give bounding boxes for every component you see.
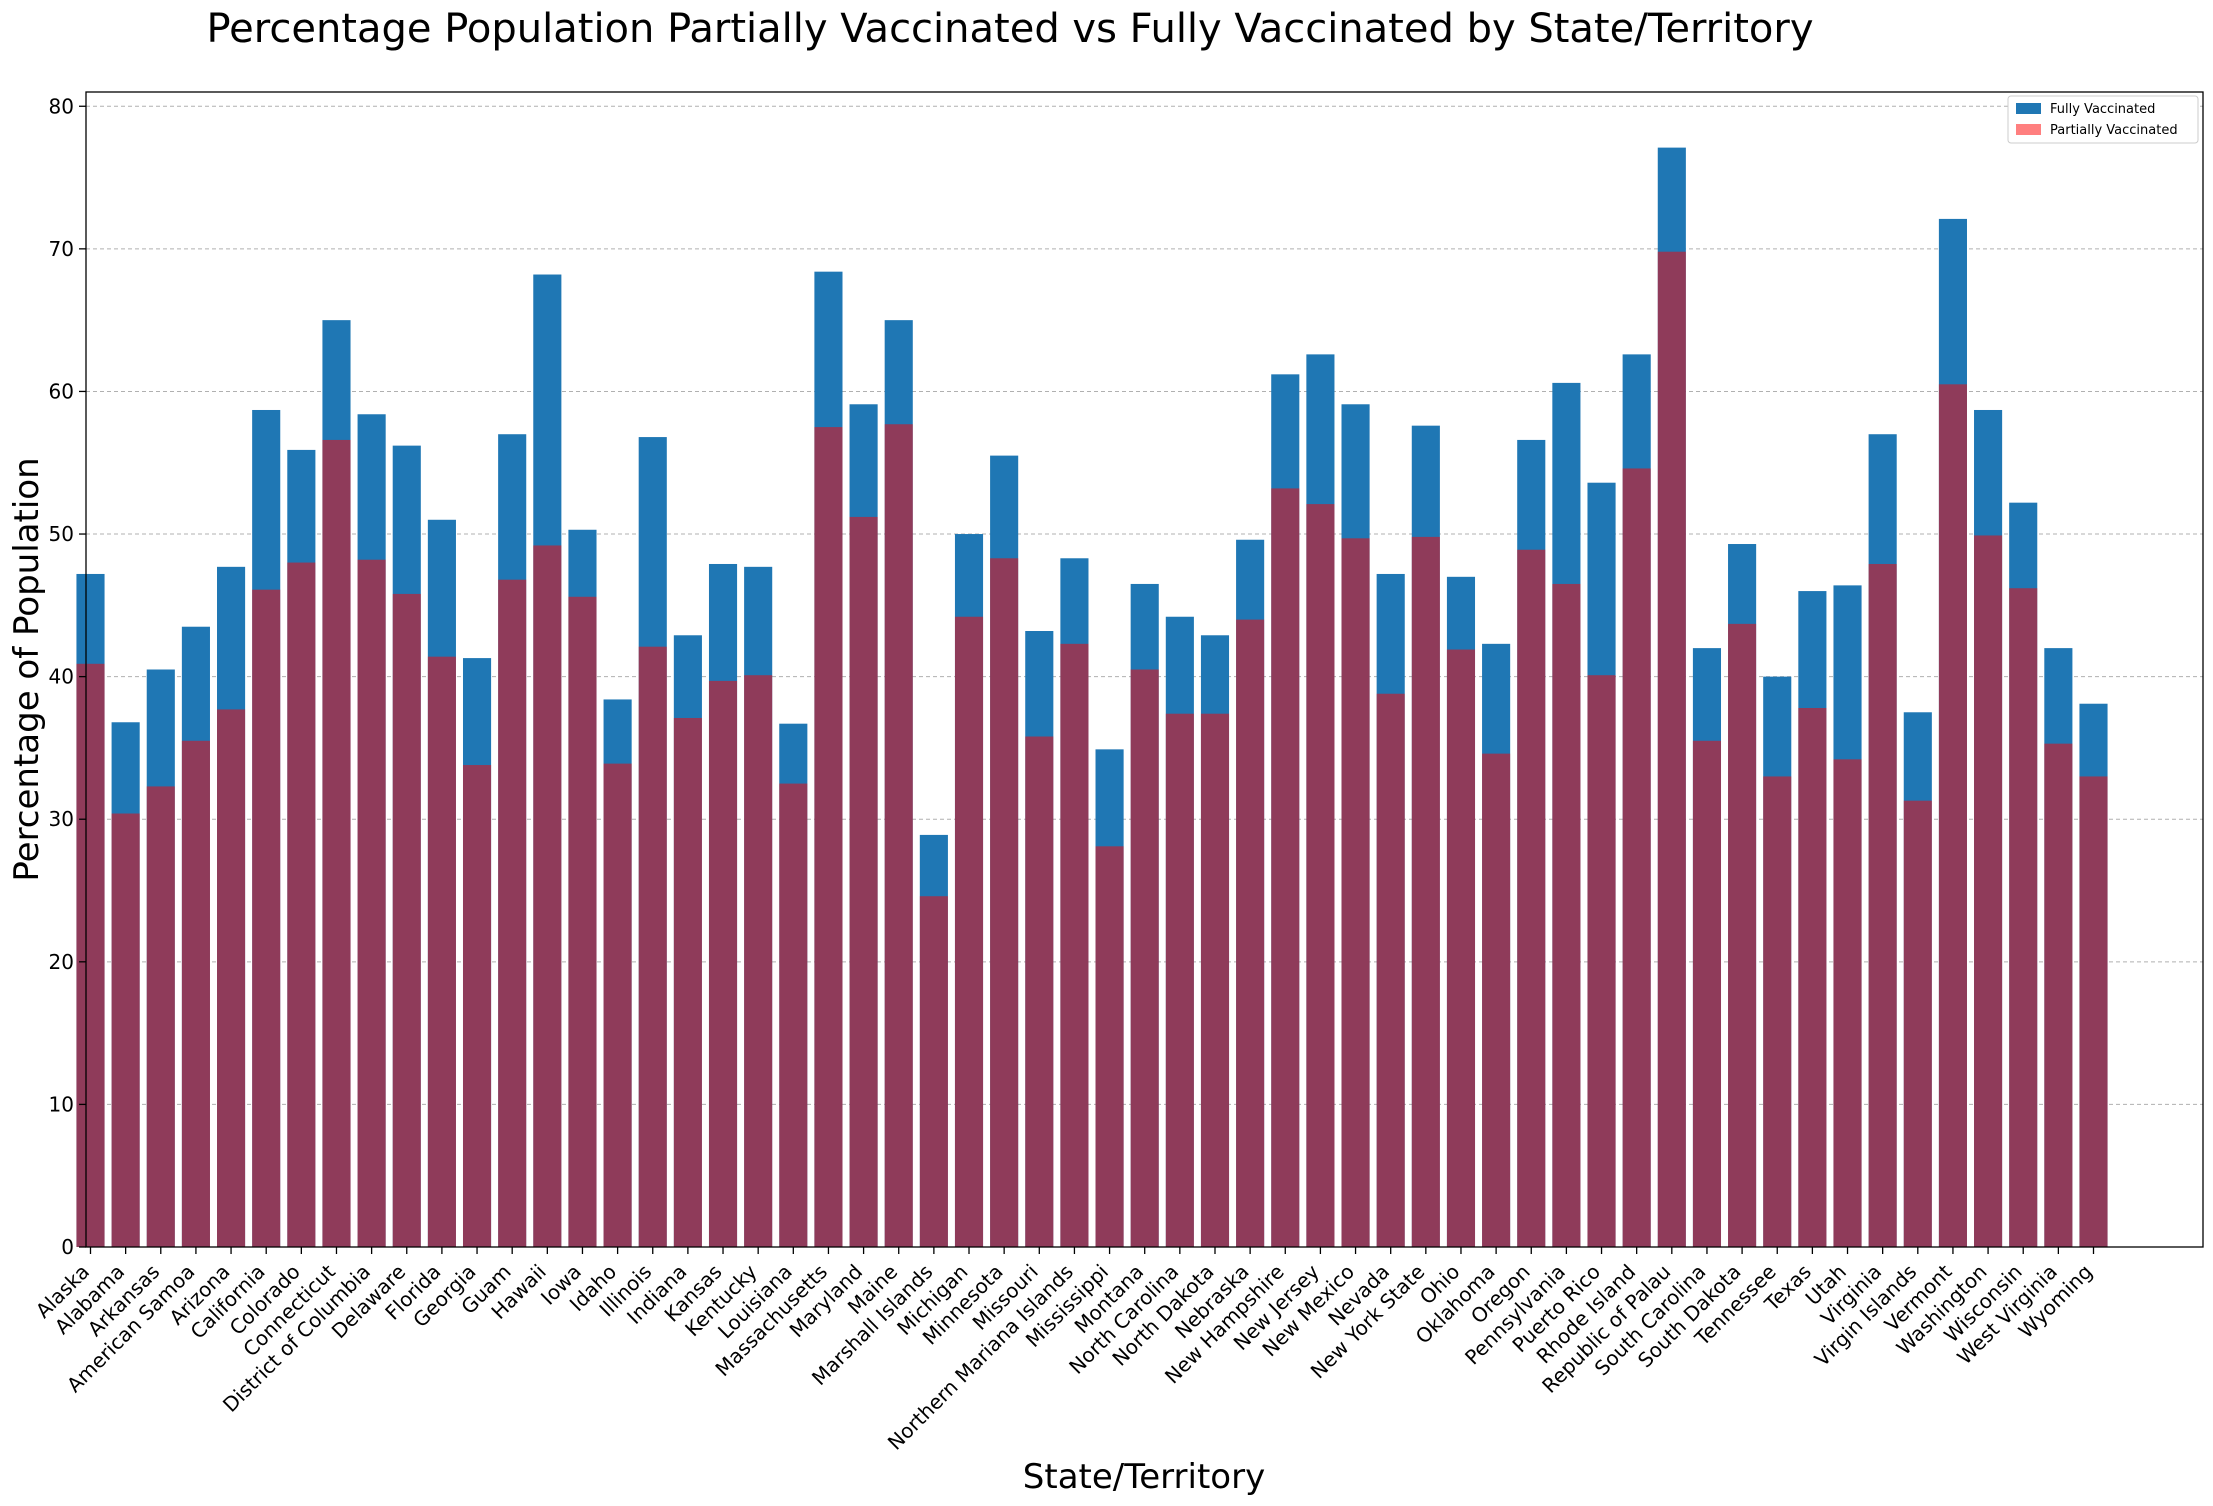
bar-partially-vaccinated (744, 675, 773, 1247)
bar-partially-vaccinated (1833, 759, 1862, 1247)
bar-partially-vaccinated (1376, 693, 1405, 1247)
bar-partially-vaccinated (1236, 619, 1265, 1247)
bar-partially-vaccinated (111, 813, 140, 1247)
bar-partially-vaccinated (1587, 675, 1616, 1247)
bar-partially-vaccinated (1868, 563, 1897, 1247)
y-tick-label: 70 (49, 237, 74, 261)
y-tick-label: 20 (49, 950, 74, 974)
bar-partially-vaccinated (392, 593, 421, 1247)
bar-partially-vaccinated (1763, 776, 1792, 1247)
y-axis-ticks: 0 10 20 30 40 50 60 70 80 (49, 94, 86, 1259)
bar-partially-vaccinated (1903, 800, 1932, 1247)
bar-partially-vaccinated (814, 427, 843, 1247)
bar-partially-vaccinated (1130, 669, 1159, 1247)
bar-partially-vaccinated (1200, 713, 1230, 1247)
y-tick-label: 40 (49, 665, 74, 689)
bar-partially-vaccinated (673, 717, 702, 1247)
y-tick-label: 50 (49, 522, 74, 546)
bar-partially-vaccinated (76, 663, 105, 1247)
bar-partially-vaccinated (708, 680, 738, 1247)
bar-partially-vaccinated (954, 616, 984, 1247)
y-tick-label: 30 (49, 807, 74, 831)
bar-partially-vaccinated (1552, 583, 1581, 1247)
bar-partially-vaccinated (462, 765, 492, 1247)
bar-partially-vaccinated (1025, 736, 1054, 1247)
bar-partially-vaccinated (1517, 549, 1546, 1247)
bar-partially-vaccinated (1798, 708, 1827, 1247)
bar-partially-vaccinated (919, 896, 948, 1247)
bar-partially-vaccinated (498, 579, 527, 1247)
y-axis-label: Percentage of Population (7, 457, 47, 881)
bar-partially-vaccinated (1622, 468, 1651, 1247)
legend-swatch-partially (2016, 124, 2041, 135)
bar-partially-vaccinated (1306, 504, 1335, 1247)
bar-partially-vaccinated (1728, 623, 1757, 1247)
bar-partially-vaccinated (181, 740, 210, 1247)
bar-partially-vaccinated (322, 439, 351, 1248)
bar-partially-vaccinated (357, 559, 386, 1247)
bar-partially-vaccinated (1341, 538, 1370, 1247)
bar-partially-vaccinated (1411, 536, 1440, 1247)
bar-partially-vaccinated (146, 786, 175, 1247)
legend-label-fully: Fully Vaccinated (2050, 102, 2155, 117)
bar-partially-vaccinated (252, 589, 281, 1247)
bar-partially-vaccinated (533, 545, 562, 1247)
bar-partially-vaccinated (2044, 743, 2073, 1247)
bar-partially-vaccinated (1482, 753, 1511, 1247)
bar-partially-vaccinated (779, 783, 808, 1247)
bar-partially-vaccinated (1974, 535, 2003, 1247)
bar-partially-vaccinated (2009, 588, 2038, 1247)
bar-partially-vaccinated (638, 646, 667, 1247)
y-tick-label: 60 (49, 379, 74, 403)
bar-partially-vaccinated (1938, 384, 1967, 1247)
y-tick-label: 10 (49, 1092, 74, 1116)
bar-partially-vaccinated (568, 596, 597, 1247)
partially-vaccinated-bars (76, 251, 2108, 1248)
bar-partially-vaccinated (1095, 846, 1124, 1247)
bar-partially-vaccinated (1446, 649, 1476, 1247)
bar-partially-vaccinated (1060, 643, 1089, 1247)
bar-partially-vaccinated (217, 709, 246, 1247)
legend-swatch-fully (2016, 103, 2041, 114)
x-axis-label: State/Territory (1023, 1457, 1265, 1497)
y-tick-label: 80 (49, 94, 74, 118)
legend-box (2007, 95, 2199, 144)
bar-partially-vaccinated (990, 558, 1019, 1247)
chart-title: Percentage Population Partially Vaccinat… (206, 6, 1813, 52)
bar-partially-vaccinated (1657, 251, 1686, 1247)
bar-partially-vaccinated (603, 763, 632, 1247)
bar-partially-vaccinated (1692, 740, 1722, 1247)
bar-partially-vaccinated (884, 424, 913, 1248)
y-tick-label: 0 (61, 1235, 74, 1259)
bar-partially-vaccinated (427, 656, 456, 1247)
legend: Fully Vaccinated Partially Vaccinated (2007, 95, 2199, 144)
bar-partially-vaccinated (849, 516, 878, 1247)
bar-partially-vaccinated (2079, 776, 2108, 1247)
bar-partially-vaccinated (287, 562, 316, 1247)
bar-partially-vaccinated (1271, 488, 1300, 1247)
bar-partially-vaccinated (1165, 713, 1194, 1247)
legend-label-partially: Partially Vaccinated (2050, 123, 2178, 138)
